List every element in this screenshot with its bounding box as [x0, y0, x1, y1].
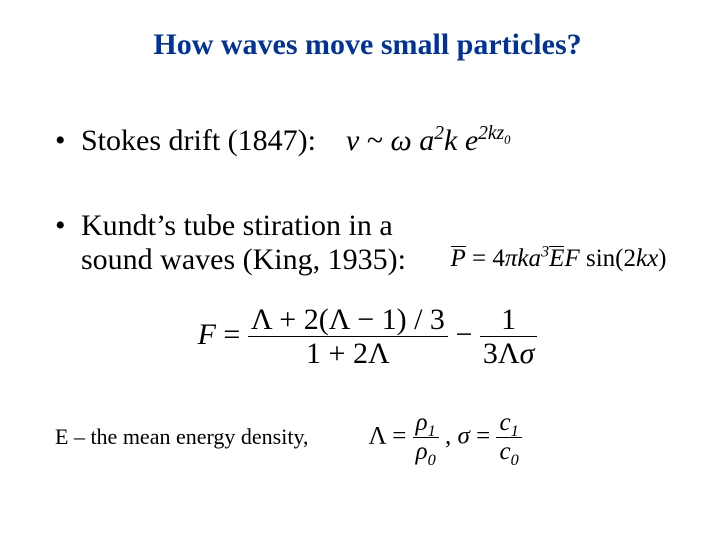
bullet-stokes: • Stokes drift (1847):	[55, 124, 316, 159]
slide-title: How waves move small particles?	[55, 28, 680, 62]
formula-king: P = 4πka3EF sin(2kx)	[443, 209, 667, 273]
formula-definitions: Λ = ρ1ρ0 , σ = c1c0	[369, 410, 522, 466]
bullet-kundt-text: Kundt’s tube stiration in a sound waves …	[81, 209, 443, 278]
bullet-kundt: • Kundt’s tube stiration in a sound wave…	[55, 209, 443, 278]
note-energy-density: E – the mean energy density,	[55, 424, 369, 450]
formula-stokes: v ~ ω a2k e2kz0	[346, 124, 510, 158]
bullet-stokes-text: Stokes drift (1847):	[81, 124, 316, 159]
formula-f: F = Λ + 2(Λ − 1) / 31 + 2Λ − 13Λσ	[55, 304, 680, 370]
